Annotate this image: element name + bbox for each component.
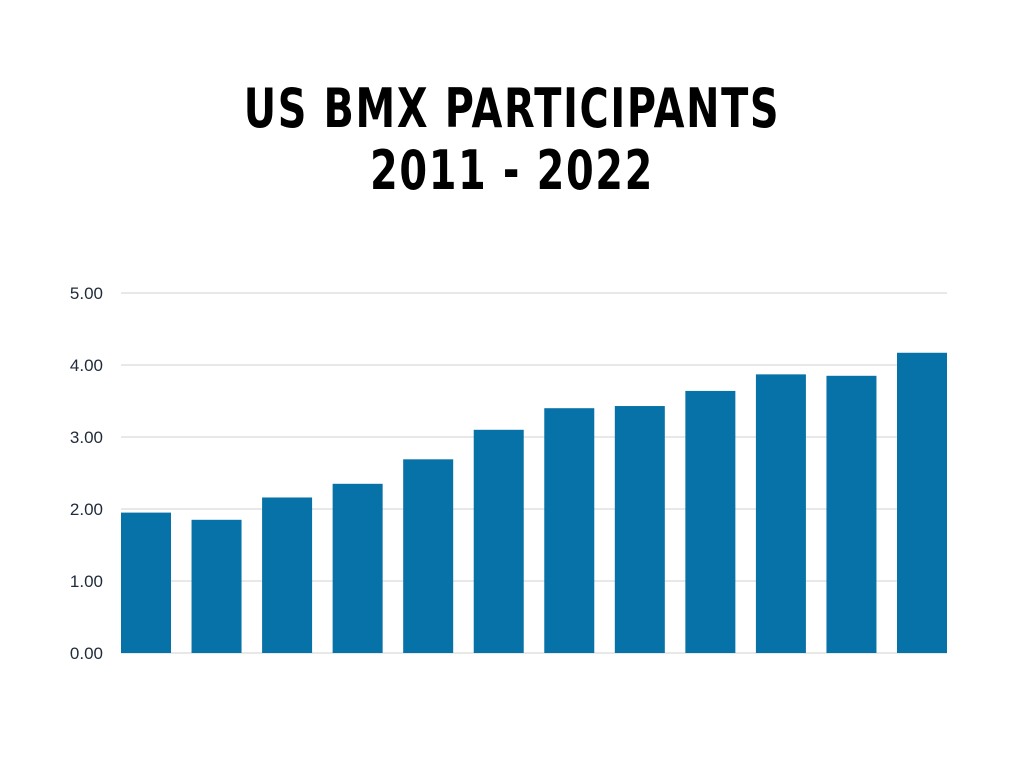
y-tick-label: 3.00 (70, 428, 103, 447)
y-tick-label: 2.00 (70, 500, 103, 519)
bar-2012 (191, 519, 242, 653)
bar-2021 (826, 375, 877, 653)
bar-2022 (897, 352, 947, 653)
y-tick-label: 1.00 (70, 572, 103, 591)
bar-2017 (544, 408, 595, 653)
bar-2016 (473, 429, 524, 653)
chart-title: US BMX PARTICIPANTS 2011 - 2022 (92, 78, 932, 202)
bar-2020 (755, 374, 806, 653)
bar-2015 (403, 459, 454, 653)
y-tick-label: 4.00 (70, 356, 103, 375)
chart-title-line-1: US BMX PARTICIPANTS (243, 77, 781, 140)
bar-2011 (121, 512, 171, 653)
chart-title-line-2: 2011 - 2022 (369, 139, 655, 202)
bar-2013 (262, 497, 313, 653)
bar-2019 (685, 390, 736, 653)
bar-2014 (332, 483, 383, 653)
bar-2018 (614, 406, 665, 653)
y-tick-label: 5.00 (70, 284, 103, 303)
y-tick-label: 0.00 (70, 644, 103, 663)
